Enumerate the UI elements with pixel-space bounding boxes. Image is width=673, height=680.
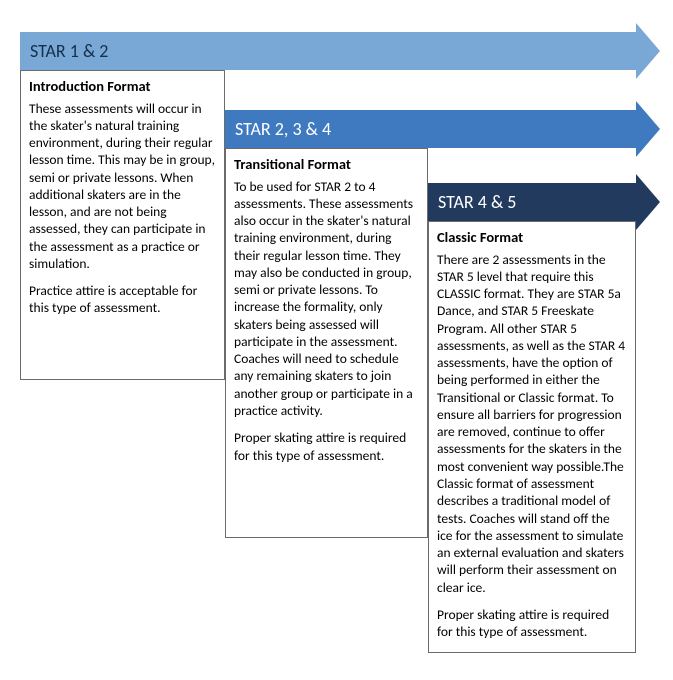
format-box-0: Introduction Format These assessments wil… (20, 70, 225, 380)
arrow-label: STAR 1 & 2 (30, 40, 108, 62)
arrow-label: STAR 4 & 5 (438, 191, 516, 213)
format-body: To be used for STAR 2 to 4 assessments. … (234, 178, 419, 420)
format-attire: Proper skating attire is required for th… (437, 606, 627, 641)
format-body: There are 2 assessments in the STAR 5 le… (437, 251, 627, 596)
arrow-head-2 (636, 174, 660, 230)
star-format-diagram: STAR 1 & 2 STAR 2, 3 & 4 STAR 4 & 5 Introdu… (20, 20, 653, 660)
format-body: These assessments will occur in the skat… (29, 100, 216, 273)
format-title: Classic Format (437, 228, 627, 247)
arrow-bar-0: STAR 1 & 2 (20, 32, 636, 70)
arrow-head-1 (636, 101, 660, 157)
arrow-label: STAR 2, 3 & 4 (235, 118, 331, 140)
format-title: Transitional Format (234, 155, 419, 174)
format-attire: Proper skating attire is required for th… (234, 429, 419, 464)
arrow-bar-2: STAR 4 & 5 (428, 183, 636, 221)
arrow-head-0 (636, 23, 660, 79)
format-attire: Practice attire is acceptable for this t… (29, 282, 216, 317)
format-box-2: Classic Format There are 2 assessments in… (428, 221, 636, 653)
format-box-1: Transitional Format To be used for STAR 2… (225, 148, 428, 538)
arrow-bar-1: STAR 2, 3 & 4 (225, 110, 636, 148)
format-title: Introduction Format (29, 77, 216, 96)
